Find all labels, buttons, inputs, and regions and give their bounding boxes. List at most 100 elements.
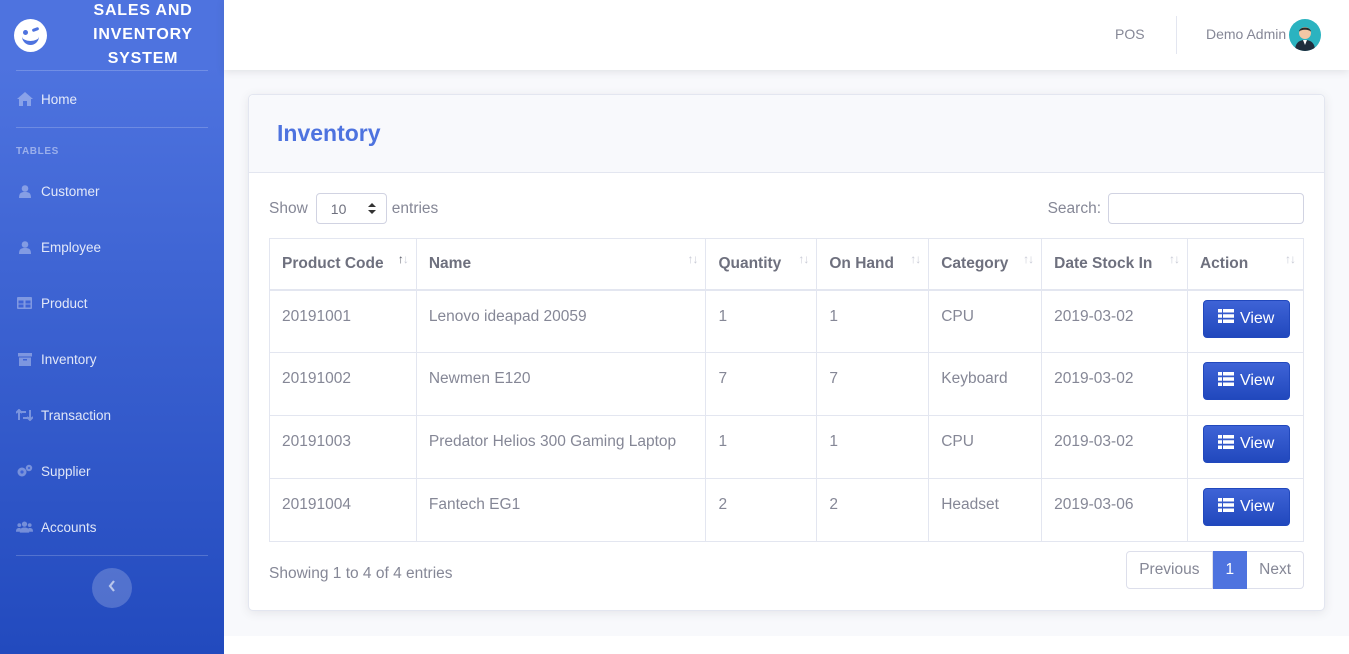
- cell-quantity: 1: [705, 289, 818, 353]
- cell-product-code: 20191004: [269, 478, 417, 542]
- cell-product-code: 20191002: [269, 352, 417, 416]
- cell-category: CPU: [928, 289, 1043, 353]
- cell-action: View: [1186, 478, 1305, 542]
- view-button[interactable]: View: [1202, 299, 1290, 338]
- cell-product-code: 20191001: [269, 289, 417, 353]
- cell-quantity: 7: [705, 352, 818, 416]
- wink-logo-icon: [14, 18, 47, 52]
- pos-link[interactable]: POS: [1115, 26, 1145, 42]
- cell-category: CPU: [928, 415, 1043, 479]
- sidebar-item-inventory[interactable]: Inventory: [0, 331, 224, 387]
- sidebar-item-label: Customer: [41, 183, 100, 199]
- table-row: 20191002 Newmen E120 7 7 Keyboard 2019-0…: [269, 352, 1305, 416]
- column-header-date-stock-in[interactable]: Date Stock In ↑↓: [1041, 238, 1188, 291]
- brand-title: SALES AND INVENTORY SYSTEM: [63, 0, 223, 71]
- sidebar: SALES AND INVENTORY SYSTEM Home TABLES C…: [0, 0, 224, 654]
- topbar: POS Demo Admin: [224, 0, 1349, 70]
- cell-date-stock-in: 2019-03-02: [1041, 415, 1188, 479]
- sidebar-divider: [16, 70, 208, 71]
- table-row: 20191001 Lenovo ideapad 20059 1 1 CPU 20…: [269, 289, 1305, 353]
- select-arrows-icon: [367, 201, 376, 217]
- user-icon: [16, 184, 33, 198]
- search-label: Search:: [1047, 199, 1101, 217]
- sidebar-item-transaction[interactable]: Transaction: [0, 387, 224, 443]
- view-button-label: View: [1239, 372, 1275, 389]
- sidebar-item-product[interactable]: Product: [0, 275, 224, 331]
- table-row: 20191003 Predator Helios 300 Gaming Lapt…: [269, 415, 1305, 479]
- sort-icon: ↑↓: [798, 252, 809, 266]
- column-header-label: Action: [1199, 254, 1249, 272]
- sort-icon: ↑↓: [1168, 252, 1180, 266]
- user-icon: [16, 240, 33, 254]
- column-header-name[interactable]: Name ↑↓: [415, 238, 707, 291]
- column-header-product-code[interactable]: Product Code ↑↓: [269, 238, 417, 291]
- sidebar-item-customer[interactable]: Customer: [0, 163, 224, 219]
- column-header-label: Quantity: [718, 254, 782, 272]
- column-header-category[interactable]: Category ↑↓: [928, 238, 1043, 291]
- sidebar-item-supplier[interactable]: Supplier: [0, 443, 224, 499]
- sidebar-item-label: Accounts: [41, 519, 97, 535]
- cell-category: Headset: [928, 478, 1043, 542]
- topbar-divider: [1176, 16, 1177, 54]
- previous-page-button[interactable]: Previous: [1126, 551, 1213, 589]
- users-icon: [16, 521, 33, 533]
- sidebar-divider: [16, 127, 208, 128]
- column-header-quantity[interactable]: Quantity ↑↓: [705, 238, 818, 291]
- sort-icon: ↑↓: [1023, 252, 1034, 266]
- cell-action: View: [1186, 289, 1305, 353]
- pagination: Previous 1 Next: [1126, 551, 1304, 589]
- sidebar-item-accounts[interactable]: Accounts: [0, 499, 224, 555]
- entries-select[interactable]: 10: [315, 193, 387, 224]
- sidebar-item-label: Home: [41, 91, 78, 107]
- sidebar-divider: [16, 555, 208, 556]
- view-button[interactable]: View: [1202, 362, 1290, 400]
- column-header-on-hand[interactable]: On Hand ↑↓: [816, 238, 930, 291]
- column-header-label: Date Stock In: [1054, 254, 1153, 272]
- cell-action: View: [1186, 352, 1305, 416]
- cell-quantity: 1: [705, 415, 818, 479]
- column-header-label: On Hand: [829, 254, 894, 272]
- table-search: Search:: [1048, 193, 1304, 224]
- search-input[interactable]: [1108, 193, 1304, 224]
- cell-name: Fantech EG1: [415, 478, 707, 542]
- cell-on-hand: 2: [816, 478, 930, 542]
- cell-on-hand: 1: [816, 289, 930, 353]
- table-icon: [16, 297, 33, 309]
- inventory-table: Product Code ↑↓ Name ↑↓ Quantity ↑↓ On Hand…: [269, 238, 1305, 542]
- sidebar-item-employee[interactable]: Employee: [0, 219, 224, 275]
- next-page-button[interactable]: Next: [1247, 551, 1304, 589]
- table-info: Showing 1 to 4 of 4 entries: [269, 565, 453, 582]
- column-header-label: Name: [428, 254, 472, 272]
- view-button-label: View: [1239, 435, 1275, 452]
- archive-icon: [16, 352, 33, 366]
- inventory-card: Inventory Show 10 entries Search: Produc…: [248, 94, 1325, 611]
- column-header-action[interactable]: Action ↑↓: [1186, 238, 1305, 291]
- brand-line: SYSTEM: [107, 50, 179, 67]
- brand-line: INVENTORY: [93, 26, 193, 43]
- cell-quantity: 2: [705, 478, 818, 542]
- chevron-left-icon: [108, 579, 116, 597]
- user-name[interactable]: Demo Admin: [1206, 26, 1287, 42]
- list-icon: [1217, 371, 1234, 391]
- sidebar-item-label: Product: [41, 295, 88, 311]
- cell-action: View: [1186, 415, 1305, 479]
- show-label: Show: [269, 199, 308, 217]
- sidebar-toggle-button[interactable]: [92, 568, 132, 608]
- table-header-row: Product Code ↑↓ Name ↑↓ Quantity ↑↓ On Hand…: [269, 238, 1305, 291]
- table-row: 20191004 Fantech EG1 2 2 Headset 2019-03…: [269, 478, 1305, 542]
- page-1-button[interactable]: 1: [1212, 551, 1248, 589]
- retweet-icon: [16, 409, 33, 421]
- view-button[interactable]: View: [1202, 425, 1290, 463]
- footer: [224, 636, 1349, 654]
- list-icon: [1217, 309, 1234, 328]
- cell-name: Lenovo ideapad 20059: [415, 289, 707, 353]
- view-button[interactable]: View: [1202, 488, 1290, 526]
- list-icon: [1217, 497, 1234, 517]
- avatar[interactable]: [1289, 19, 1321, 51]
- brand[interactable]: SALES AND INVENTORY SYSTEM: [0, 0, 224, 70]
- sidebar-item-home[interactable]: Home: [0, 71, 224, 127]
- entries-length-control: Show 10 entries: [269, 193, 438, 224]
- user-avatar-icon: [1295, 27, 1315, 51]
- page-title: Inventory: [277, 120, 381, 146]
- column-header-label: Category: [941, 254, 1009, 272]
